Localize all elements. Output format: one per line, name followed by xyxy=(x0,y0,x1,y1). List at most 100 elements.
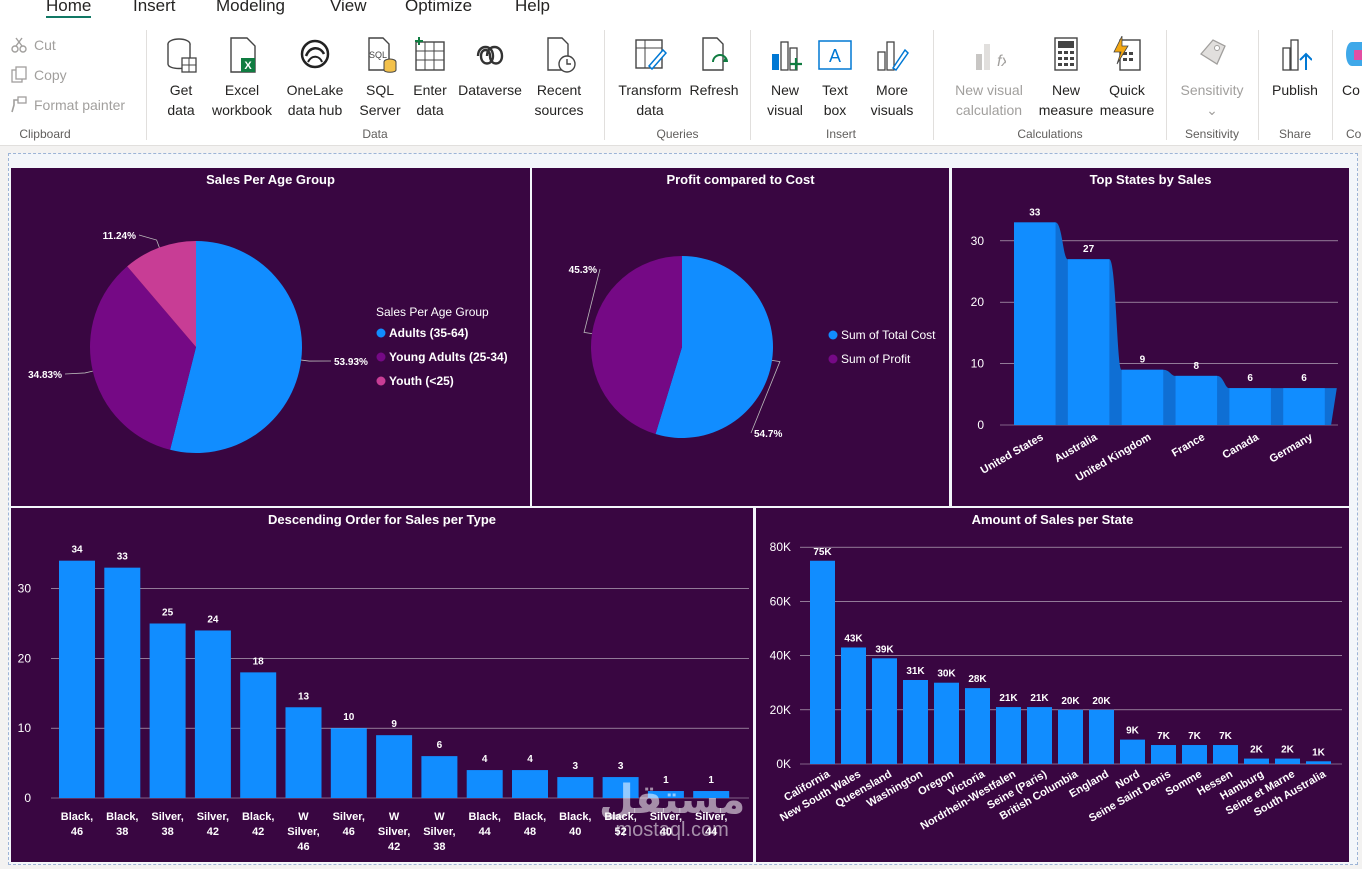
profit-cost-visual[interactable]: Profit compared to Cost 54.7% 45.3% Sum of… xyxy=(532,168,949,506)
more-visuals-button[interactable]: More visuals xyxy=(860,36,924,120)
legend-marker xyxy=(828,354,838,364)
x-tick-label: Silver, xyxy=(333,811,365,823)
bar xyxy=(557,777,594,798)
tab-modeling[interactable]: Modeling xyxy=(216,0,285,15)
enter-data-button[interactable]: Enter data xyxy=(409,36,451,120)
database-icon xyxy=(167,38,197,73)
transform-label-2: data xyxy=(636,102,664,118)
dataverse-button[interactable]: Dataverse xyxy=(456,36,524,100)
tab-help[interactable]: Help xyxy=(515,0,550,15)
dataverse-label: Dataverse xyxy=(458,82,522,98)
recent-sources-button[interactable]: Recent sources xyxy=(526,36,592,120)
y-tick-label: 0 xyxy=(24,791,31,805)
bar xyxy=(965,688,990,764)
copilot-button[interactable]: Co xyxy=(1342,36,1362,100)
data-label: 7K xyxy=(1219,731,1233,742)
copilot-group-label: Co xyxy=(1346,127,1362,141)
data-label: 45.3% xyxy=(569,265,597,276)
sensitivity-button[interactable]: Sensitivity ⌄ xyxy=(1176,36,1248,120)
copy-icon xyxy=(11,66,27,83)
excel-label-1: Excel xyxy=(224,82,260,98)
visual-title: Sales Per Age Group xyxy=(206,172,335,187)
x-tick-label: 44 xyxy=(479,826,492,838)
excel-workbook-button[interactable]: X Excel workbook xyxy=(207,36,277,120)
tab-insert[interactable]: Insert xyxy=(133,0,176,15)
publish-label: Publish xyxy=(1272,82,1318,98)
new-visual-button[interactable]: New visual xyxy=(762,36,808,120)
format-painter-button[interactable]: Format painter xyxy=(10,96,125,114)
bar xyxy=(1182,745,1207,764)
sales-per-state-visual[interactable]: Amount of Sales per State 0K 20K 40K 60K 80K… xyxy=(756,508,1349,862)
bar xyxy=(1151,745,1176,764)
data-label: 7K xyxy=(1157,731,1171,742)
top-states-visual[interactable]: Top States by Sales 0 10 20 30 33 United Stat… xyxy=(952,168,1349,506)
copy-button[interactable]: Copy xyxy=(10,66,67,84)
calculator-icon xyxy=(1054,37,1078,71)
sales-age-group-visual[interactable]: Sales Per Age Group 53.93% 34.83% 11.24% Sa… xyxy=(11,168,530,506)
new-measure-label-2: measure xyxy=(1038,102,1094,118)
bar xyxy=(872,658,897,764)
leader-line xyxy=(64,370,93,375)
publish-button[interactable]: Publish xyxy=(1266,36,1324,100)
new-measure-button[interactable]: New measure xyxy=(1036,36,1096,120)
sql-label-1: SQL xyxy=(365,82,394,98)
legend-item: Adults (35-64) xyxy=(389,326,468,340)
data-label: 7K xyxy=(1188,731,1202,742)
divider xyxy=(1166,30,1167,140)
data-label: 21K xyxy=(1030,693,1049,704)
x-tick-label: W xyxy=(389,811,400,823)
refresh-button[interactable]: Refresh xyxy=(688,36,740,100)
data-label: 4 xyxy=(482,754,488,765)
sales-per-type-visual[interactable]: Descending Order for Sales per Type 0 10 2… xyxy=(11,508,753,862)
bar xyxy=(1306,761,1331,764)
divider xyxy=(933,30,934,140)
x-tick-label: Black, xyxy=(242,811,274,823)
onelake-label-2: data hub xyxy=(287,102,343,118)
publish-icon xyxy=(1282,39,1312,71)
visual-title: Descending Order for Sales per Type xyxy=(267,512,497,527)
x-tick-label: Silver, xyxy=(378,826,410,838)
onelake-button[interactable]: OneLake data hub xyxy=(279,36,351,120)
data-label: 4 xyxy=(527,754,533,765)
tab-home[interactable]: Home xyxy=(46,0,92,19)
new-visual-calculation-button[interactable]: fx New visual calculation xyxy=(946,36,1032,120)
bar xyxy=(1244,758,1269,764)
data-label: 10 xyxy=(343,712,355,723)
watermark-url: mostaql.com xyxy=(615,819,729,841)
enter-data-label-1: Enter xyxy=(413,82,447,98)
data-label: 11.24% xyxy=(103,231,136,242)
bar xyxy=(466,770,503,798)
leader-line xyxy=(138,234,160,248)
x-tick-label: Black, xyxy=(559,811,591,823)
legend-item: Sum of Total Cost xyxy=(841,328,936,342)
data-label: 33 xyxy=(1029,207,1041,218)
area-step xyxy=(1229,388,1271,425)
divider xyxy=(1332,30,1333,140)
data-label: 8 xyxy=(1194,361,1200,372)
cut-button[interactable]: Cut xyxy=(10,36,56,54)
text-box-button[interactable]: A Text box xyxy=(812,36,858,120)
bar xyxy=(194,630,231,798)
sql-server-button[interactable]: SQL SQL Server xyxy=(357,36,403,120)
data-label: 24 xyxy=(207,614,219,625)
x-tick-label: Silver, xyxy=(650,811,682,823)
bar xyxy=(285,707,322,798)
x-tick-label: France xyxy=(1170,431,1207,459)
pie-chart: 54.7% 45.3% Sum of Total Cost Sum of Profit xyxy=(569,256,936,440)
bar xyxy=(104,567,141,798)
x-tick-label: W xyxy=(298,811,309,823)
transform-data-button[interactable]: Transform data xyxy=(614,36,686,120)
bar xyxy=(240,672,277,798)
queries-group-label: Queries xyxy=(656,127,699,141)
x-tick-label: Black, xyxy=(61,811,93,823)
sensitivity-group-label: Sensitivity xyxy=(1184,127,1240,141)
visual-title: Top States by Sales xyxy=(1089,172,1212,187)
tab-optimize[interactable]: Optimize xyxy=(405,0,473,15)
data-group-label: Data xyxy=(362,127,388,141)
get-data-button[interactable]: Get data xyxy=(156,36,206,120)
quick-measure-button[interactable]: Quick measure xyxy=(1098,36,1156,120)
bar xyxy=(421,756,458,798)
legend-marker xyxy=(376,328,386,338)
tab-view[interactable]: View xyxy=(330,0,367,15)
